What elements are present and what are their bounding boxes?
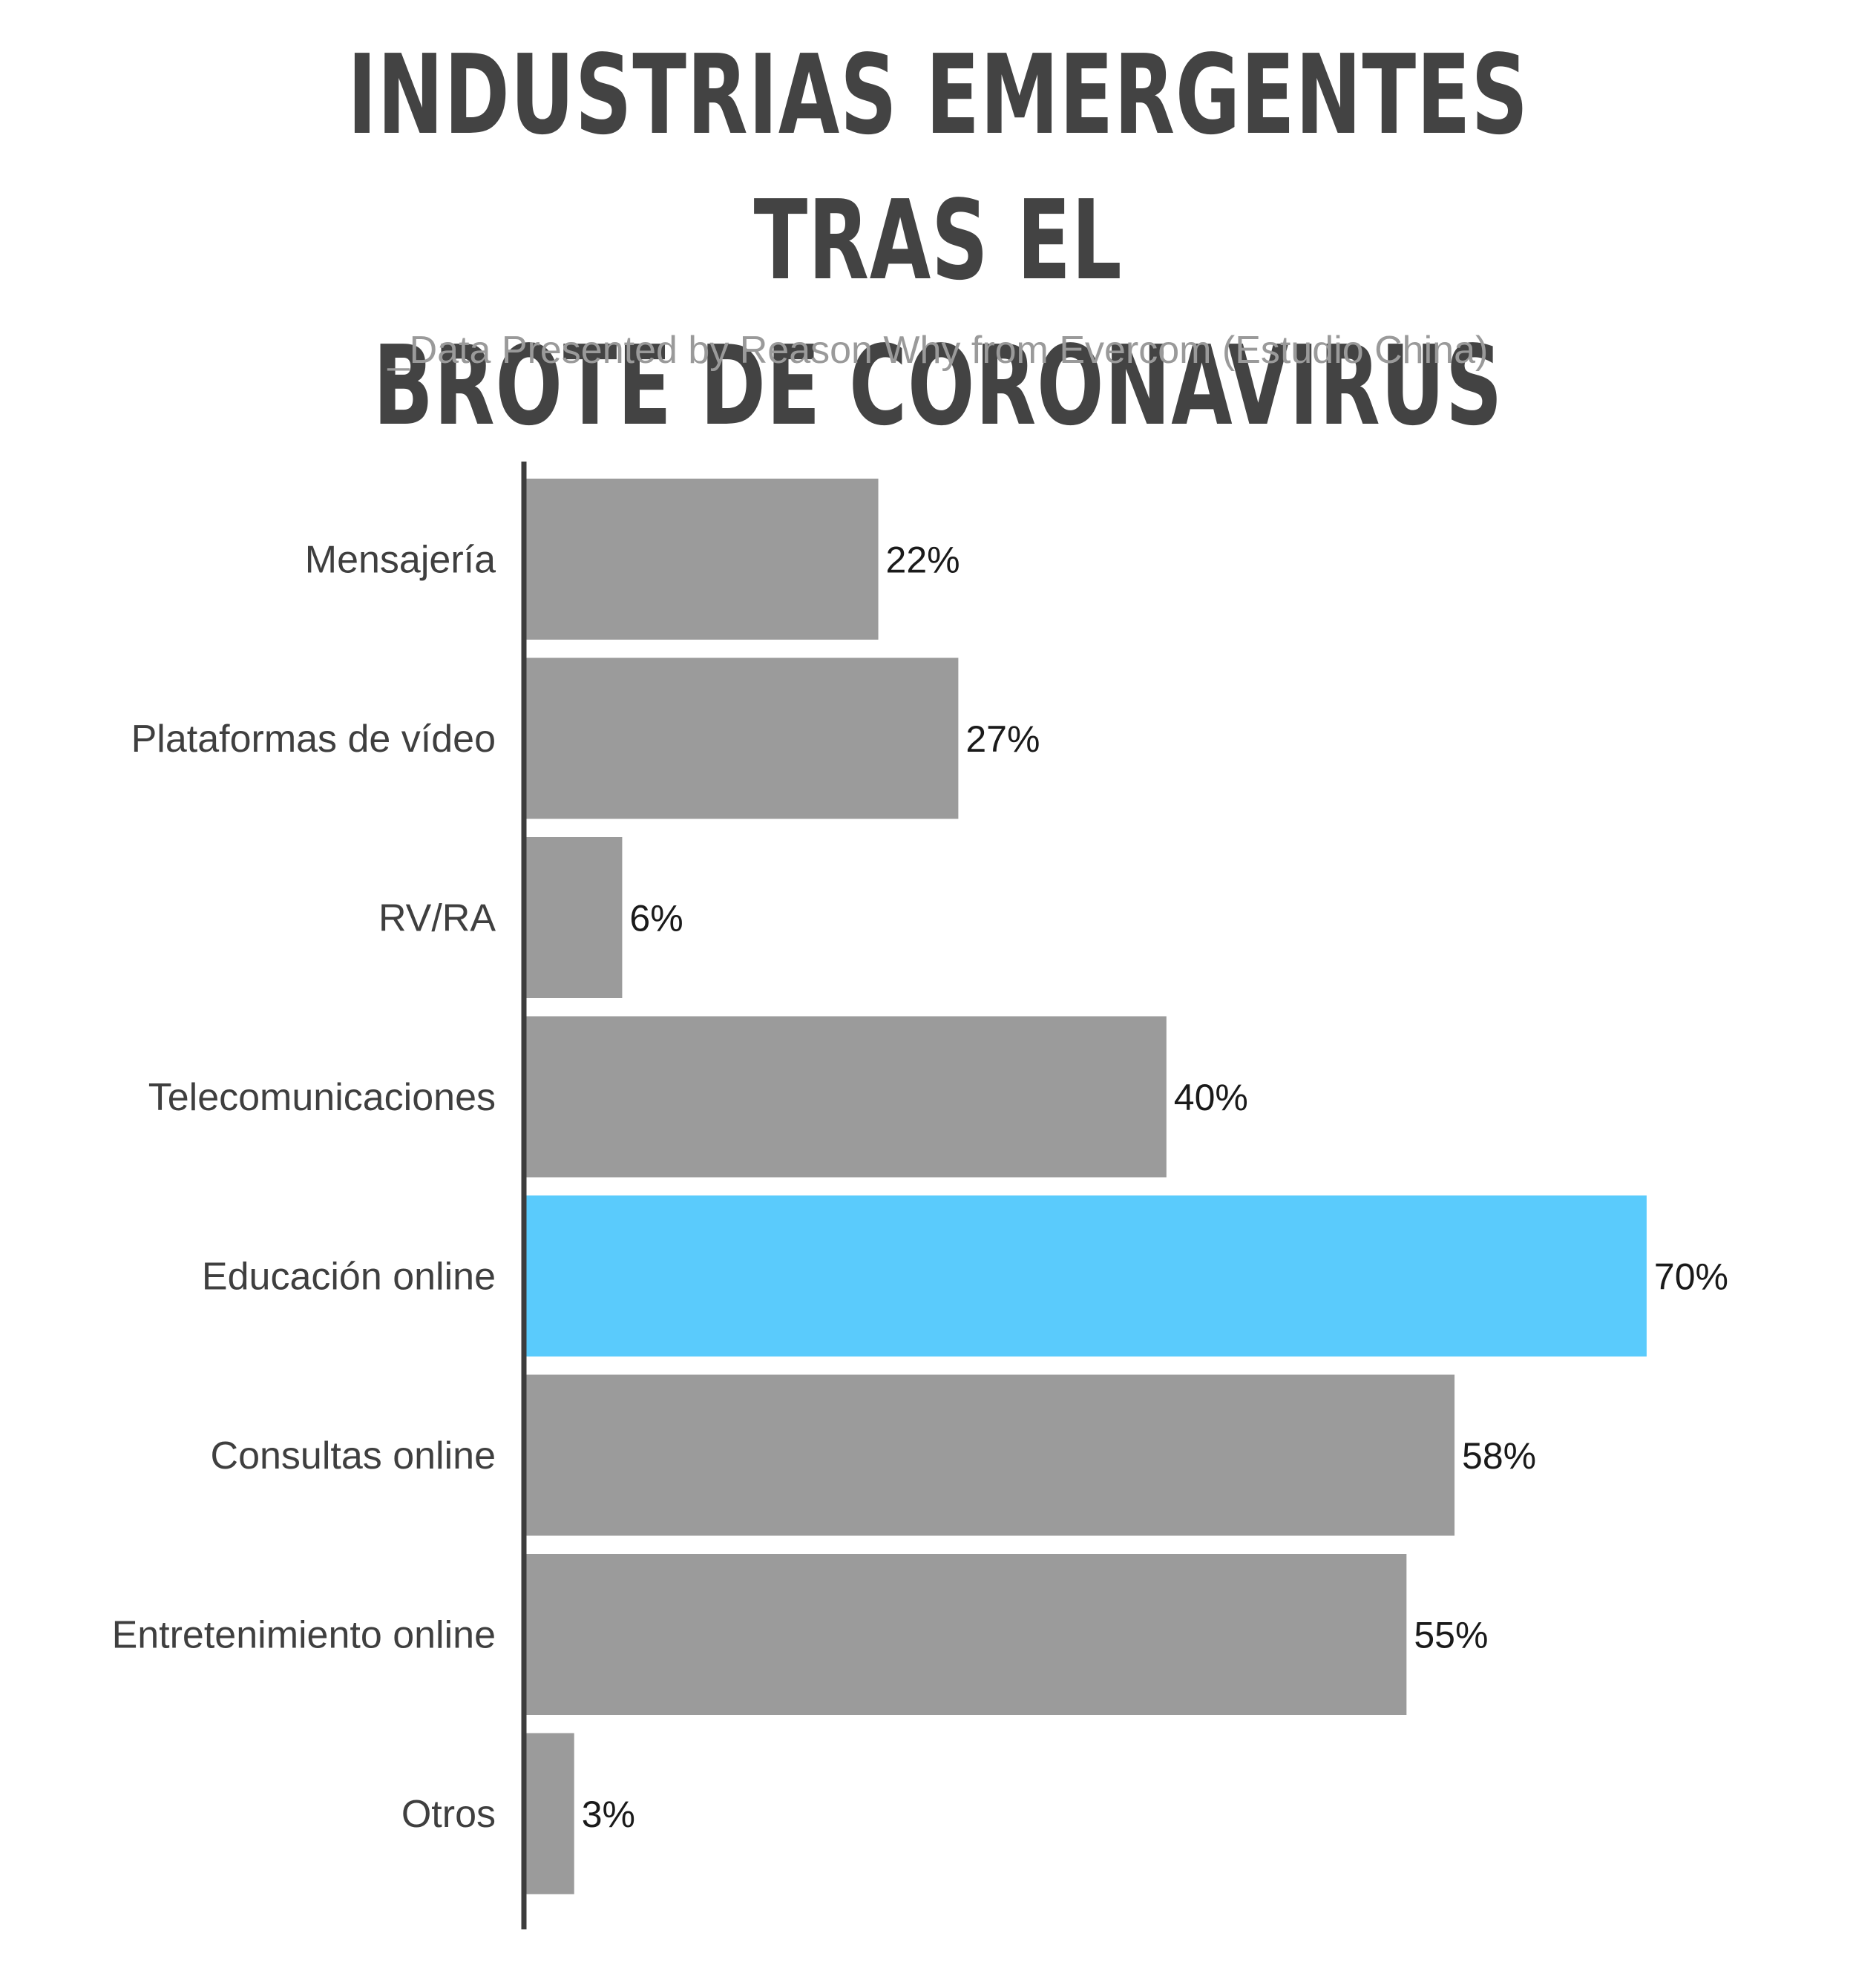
value-label-0: 22% bbox=[886, 539, 960, 581]
category-label-7: Otros bbox=[401, 1793, 496, 1836]
value-label-5: 58% bbox=[1462, 1435, 1536, 1477]
bar-7 bbox=[526, 1733, 574, 1895]
bar-5 bbox=[526, 1374, 1455, 1536]
bar-2 bbox=[526, 837, 623, 998]
value-label-1: 27% bbox=[965, 718, 1040, 760]
category-label-6: Entretenimiento online bbox=[112, 1614, 496, 1657]
category-label-0: Mensajería bbox=[305, 539, 496, 582]
bar-3 bbox=[526, 1016, 1167, 1178]
category-label-2: RV/RA bbox=[378, 897, 496, 940]
value-label-3: 40% bbox=[1174, 1077, 1248, 1118]
category-label-1: Plataformas de vídeo bbox=[131, 718, 496, 761]
value-label-7: 3% bbox=[582, 1794, 635, 1835]
bar-1 bbox=[526, 657, 959, 819]
bar-6 bbox=[526, 1554, 1407, 1715]
category-label-5: Consultas online bbox=[211, 1434, 496, 1477]
chart-subtitle: _Data Presented by Reason Why from Everc… bbox=[387, 329, 1489, 372]
value-label-6: 55% bbox=[1414, 1615, 1488, 1656]
bar-0 bbox=[526, 479, 879, 640]
value-labels-group: 22% 27% 6% 40% 70% 58% 55% 3% bbox=[582, 539, 1728, 1836]
category-labels-group: Mensajería Plataformas de vídeo RV/RA Telec… bbox=[112, 539, 496, 1837]
chart-title: INDUSTRIAS EMERGENTES TRAS EL BROTE DE C… bbox=[263, 22, 1613, 459]
category-label-4: Educación online bbox=[202, 1256, 496, 1299]
value-label-4: 70% bbox=[1654, 1256, 1728, 1298]
chart-title-line-1: INDUSTRIAS EMERGENTES TRAS EL bbox=[347, 31, 1529, 304]
category-label-3: Telecomunicaciones bbox=[148, 1076, 496, 1119]
bar-4 bbox=[526, 1195, 1647, 1357]
chart-title-line-2: BROTE DE CORONAVIRUS bbox=[373, 322, 1503, 450]
value-label-2: 6% bbox=[629, 898, 683, 939]
bars-group bbox=[526, 479, 1647, 1895]
